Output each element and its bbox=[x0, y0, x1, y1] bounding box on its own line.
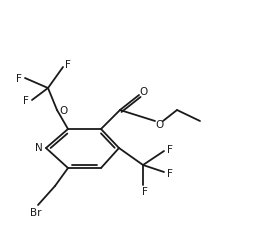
Text: O: O bbox=[140, 87, 148, 97]
Text: F: F bbox=[167, 169, 173, 179]
Text: O: O bbox=[59, 106, 67, 116]
Text: F: F bbox=[23, 96, 29, 106]
Text: F: F bbox=[65, 60, 71, 70]
Text: N: N bbox=[35, 143, 43, 153]
Text: Br: Br bbox=[30, 208, 42, 218]
Text: F: F bbox=[167, 145, 173, 155]
Text: F: F bbox=[16, 74, 22, 84]
Text: F: F bbox=[142, 187, 148, 197]
Text: O: O bbox=[156, 120, 164, 130]
